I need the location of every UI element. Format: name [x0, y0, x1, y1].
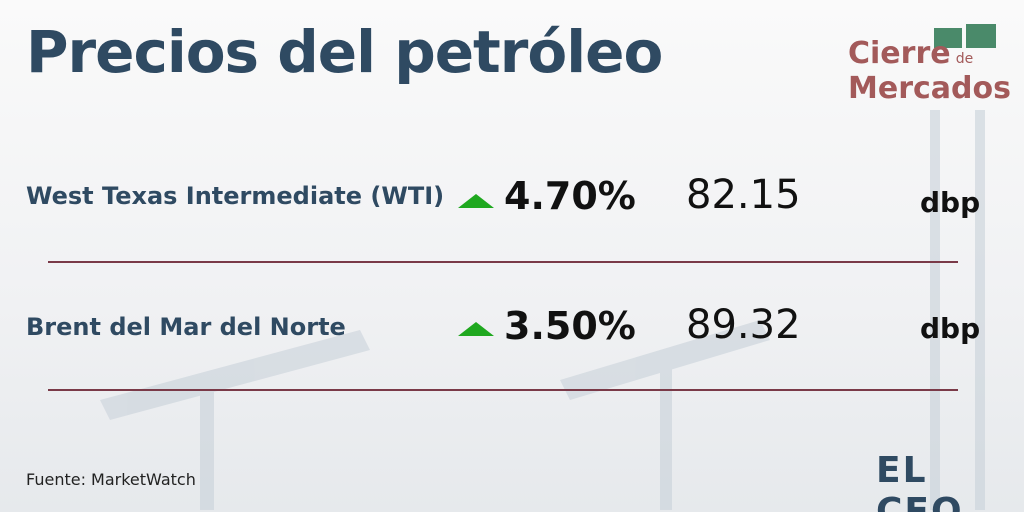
price: 82.15	[686, 172, 801, 218]
logo: Cierre de Mercados	[848, 36, 1011, 106]
divider	[48, 261, 958, 263]
logo-text: Mercados	[848, 71, 1011, 106]
up-arrow	[458, 322, 494, 336]
up-arrow	[458, 194, 494, 208]
logo-text: Cierre	[848, 36, 951, 71]
change: 3.50%	[504, 304, 636, 348]
logo-text: de	[955, 51, 974, 67]
change: 4.70%	[504, 174, 636, 218]
divider	[48, 389, 958, 391]
unit: dbp	[920, 186, 981, 219]
unit: dbp	[920, 312, 981, 345]
brand: EL CEO	[876, 450, 964, 512]
title: Precios del petróleo	[26, 18, 663, 86]
source: Fuente: MarketWatch	[26, 470, 196, 489]
row-name: Brent del Mar del Norte	[26, 313, 346, 341]
row-name: West Texas Intermediate (WTI)	[26, 182, 445, 210]
price: 89.32	[686, 302, 801, 348]
